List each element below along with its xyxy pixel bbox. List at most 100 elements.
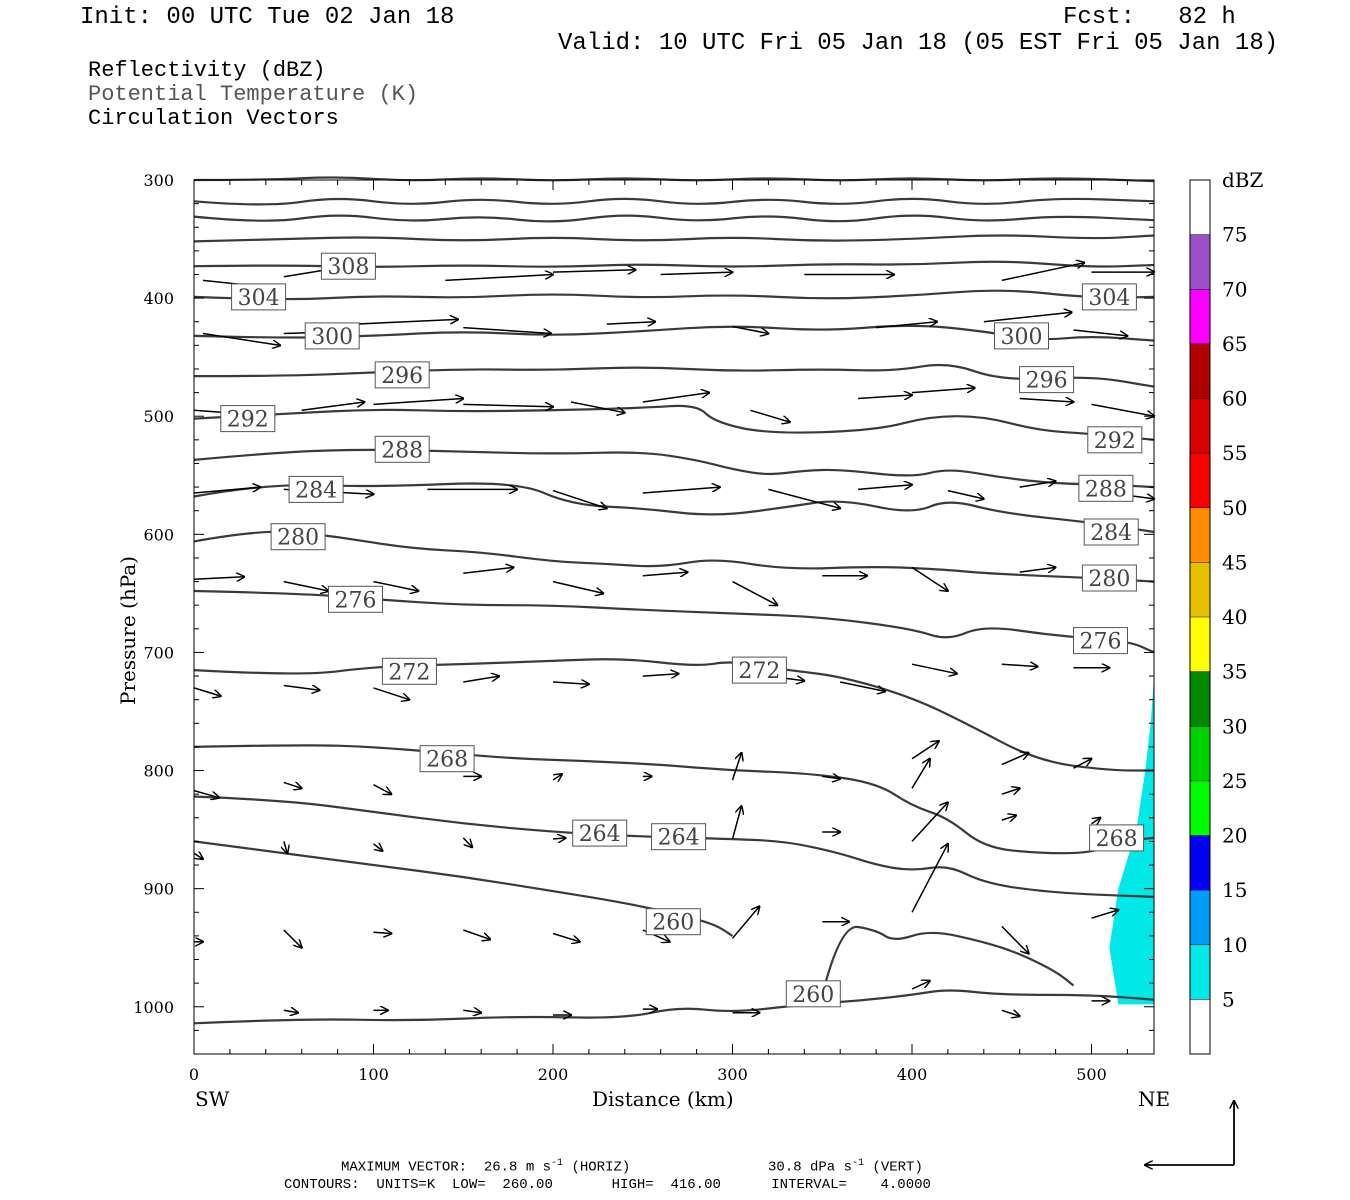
- circulation-vector: [373, 687, 410, 700]
- contour-label-box: [419, 745, 475, 773]
- circulation-vector: [1073, 329, 1128, 336]
- contour-label-box: [288, 475, 344, 503]
- y-tick-label: 400: [143, 289, 174, 308]
- isentrope-line: [821, 925, 1075, 996]
- valid-time-label: Valid: 10 UTC Fri 05 Jan 18 (05 EST Fri …: [558, 30, 1279, 57]
- circulation-vector: [552, 270, 636, 272]
- colorbar-label: 75: [1222, 223, 1247, 247]
- contour-label: 300: [311, 325, 353, 350]
- x-axis-left-label: SW: [195, 1087, 230, 1111]
- colorbar-label: 50: [1222, 496, 1247, 520]
- colorbar-swatch: [1190, 780, 1210, 836]
- circulation-vector: [283, 782, 302, 788]
- circulation-vector: [373, 844, 383, 851]
- colorbar-swatch: [1190, 398, 1210, 454]
- circulation-vector: [283, 1010, 298, 1012]
- isentrope-line: [193, 530, 1155, 583]
- isentrope-line: [193, 744, 1155, 855]
- y-tick-label: 600: [143, 525, 174, 544]
- circulation-vector: [552, 580, 603, 594]
- circulation-vector: [1001, 1010, 1020, 1016]
- colorbar-label: 45: [1222, 550, 1247, 574]
- isentrope-line: [193, 589, 1155, 654]
- max-vector-vert-text: 30.8 dPa s-1 (VERT): [768, 1158, 923, 1176]
- x-tick-label: 500: [1076, 1065, 1107, 1084]
- contour-label-box: [320, 252, 376, 280]
- colorbar-swatch: [1190, 289, 1210, 344]
- circulation-vector: [1019, 567, 1056, 572]
- circulation-vector: [1091, 403, 1155, 416]
- circulation-vector: [911, 802, 948, 842]
- contour-label-box: [270, 523, 326, 551]
- legend-reflectivity: Reflectivity (dBZ): [88, 58, 326, 83]
- circulation-vector: [283, 580, 329, 591]
- circulation-vector: [822, 776, 840, 778]
- colorbar-label: 5: [1222, 987, 1235, 1011]
- colorbar-label: 35: [1222, 660, 1247, 684]
- contour-label: 308: [327, 255, 369, 280]
- contour-label: 296: [1026, 369, 1068, 394]
- circulation-vector: [1001, 925, 1029, 953]
- circulation-vector: [750, 409, 790, 422]
- circulation-vector: [445, 275, 553, 282]
- contour-label: 272: [388, 660, 430, 685]
- circulation-vector: [1001, 263, 1085, 282]
- circulation-vector: [606, 322, 656, 324]
- circulation-vector: [731, 753, 742, 781]
- contour-label-box: [645, 908, 701, 936]
- circulation-vector: [983, 312, 1072, 323]
- contour-label: 264: [658, 826, 700, 851]
- contour-label-box: [651, 823, 707, 851]
- contour-label-box: [1019, 366, 1075, 394]
- contour-label: 260: [652, 911, 694, 936]
- isentrope-line: [193, 289, 1155, 301]
- circulation-vector: [1001, 788, 1020, 794]
- circulation-vector: [1001, 664, 1038, 666]
- circulation-vector: [283, 929, 302, 948]
- contour-label: 268: [426, 748, 468, 773]
- circulation-vector: [463, 676, 499, 683]
- contour-label: 292: [1094, 429, 1136, 454]
- circulation-vector: [373, 399, 464, 406]
- contour-label: 272: [738, 659, 780, 684]
- circulation-vector: [858, 395, 912, 399]
- x-axis-right-label: NE: [1138, 1087, 1170, 1111]
- circulation-vector: [193, 789, 219, 798]
- circulation-vector: [642, 572, 688, 576]
- contour-label-box: [572, 819, 628, 847]
- contour-label-box: [1073, 627, 1128, 655]
- contour-label: 288: [1085, 477, 1127, 502]
- circulation-vector: [570, 401, 625, 413]
- circulation-vector: [1091, 910, 1119, 919]
- circulation-vector: [858, 485, 912, 491]
- circulation-vector: [284, 841, 288, 853]
- contour-label-box: [1083, 518, 1139, 546]
- circulation-vector: [373, 932, 392, 933]
- colorbar-label: 30: [1222, 714, 1247, 738]
- circulation-vector: [1019, 481, 1056, 488]
- contour-info-text: CONTOURS: UNITS=K LOW= 260.00 HIGH= 416.…: [284, 1177, 931, 1193]
- circulation-vector: [552, 682, 589, 684]
- y-axis-title: Pressure (hPa): [116, 556, 140, 705]
- contour-label: 264: [579, 822, 621, 847]
- colorbar-swatch: [1190, 180, 1210, 235]
- isentrope-line: [193, 989, 1155, 1025]
- colorbar-swatch: [1190, 835, 1210, 891]
- colorbar-swatch: [1190, 453, 1210, 508]
- contour-label-box: [731, 656, 787, 684]
- y-tick-label: 700: [143, 643, 174, 662]
- x-tick-label: 0: [189, 1065, 199, 1084]
- circulation-vector: [193, 853, 203, 859]
- colorbar-label: 65: [1222, 332, 1247, 356]
- isentrope-line: [193, 260, 1155, 268]
- colorbar-swatch: [1190, 343, 1210, 399]
- colorbar-label: 40: [1222, 605, 1247, 629]
- circulation-vector: [840, 681, 885, 691]
- contour-label-box: [304, 322, 360, 350]
- contour-label: 276: [1080, 630, 1122, 655]
- forecast-hour-label: Fcst: 82 h: [1063, 4, 1236, 31]
- contour-label: 296: [381, 364, 423, 389]
- circulation-vector: [642, 674, 679, 676]
- circulation-vector: [731, 806, 742, 840]
